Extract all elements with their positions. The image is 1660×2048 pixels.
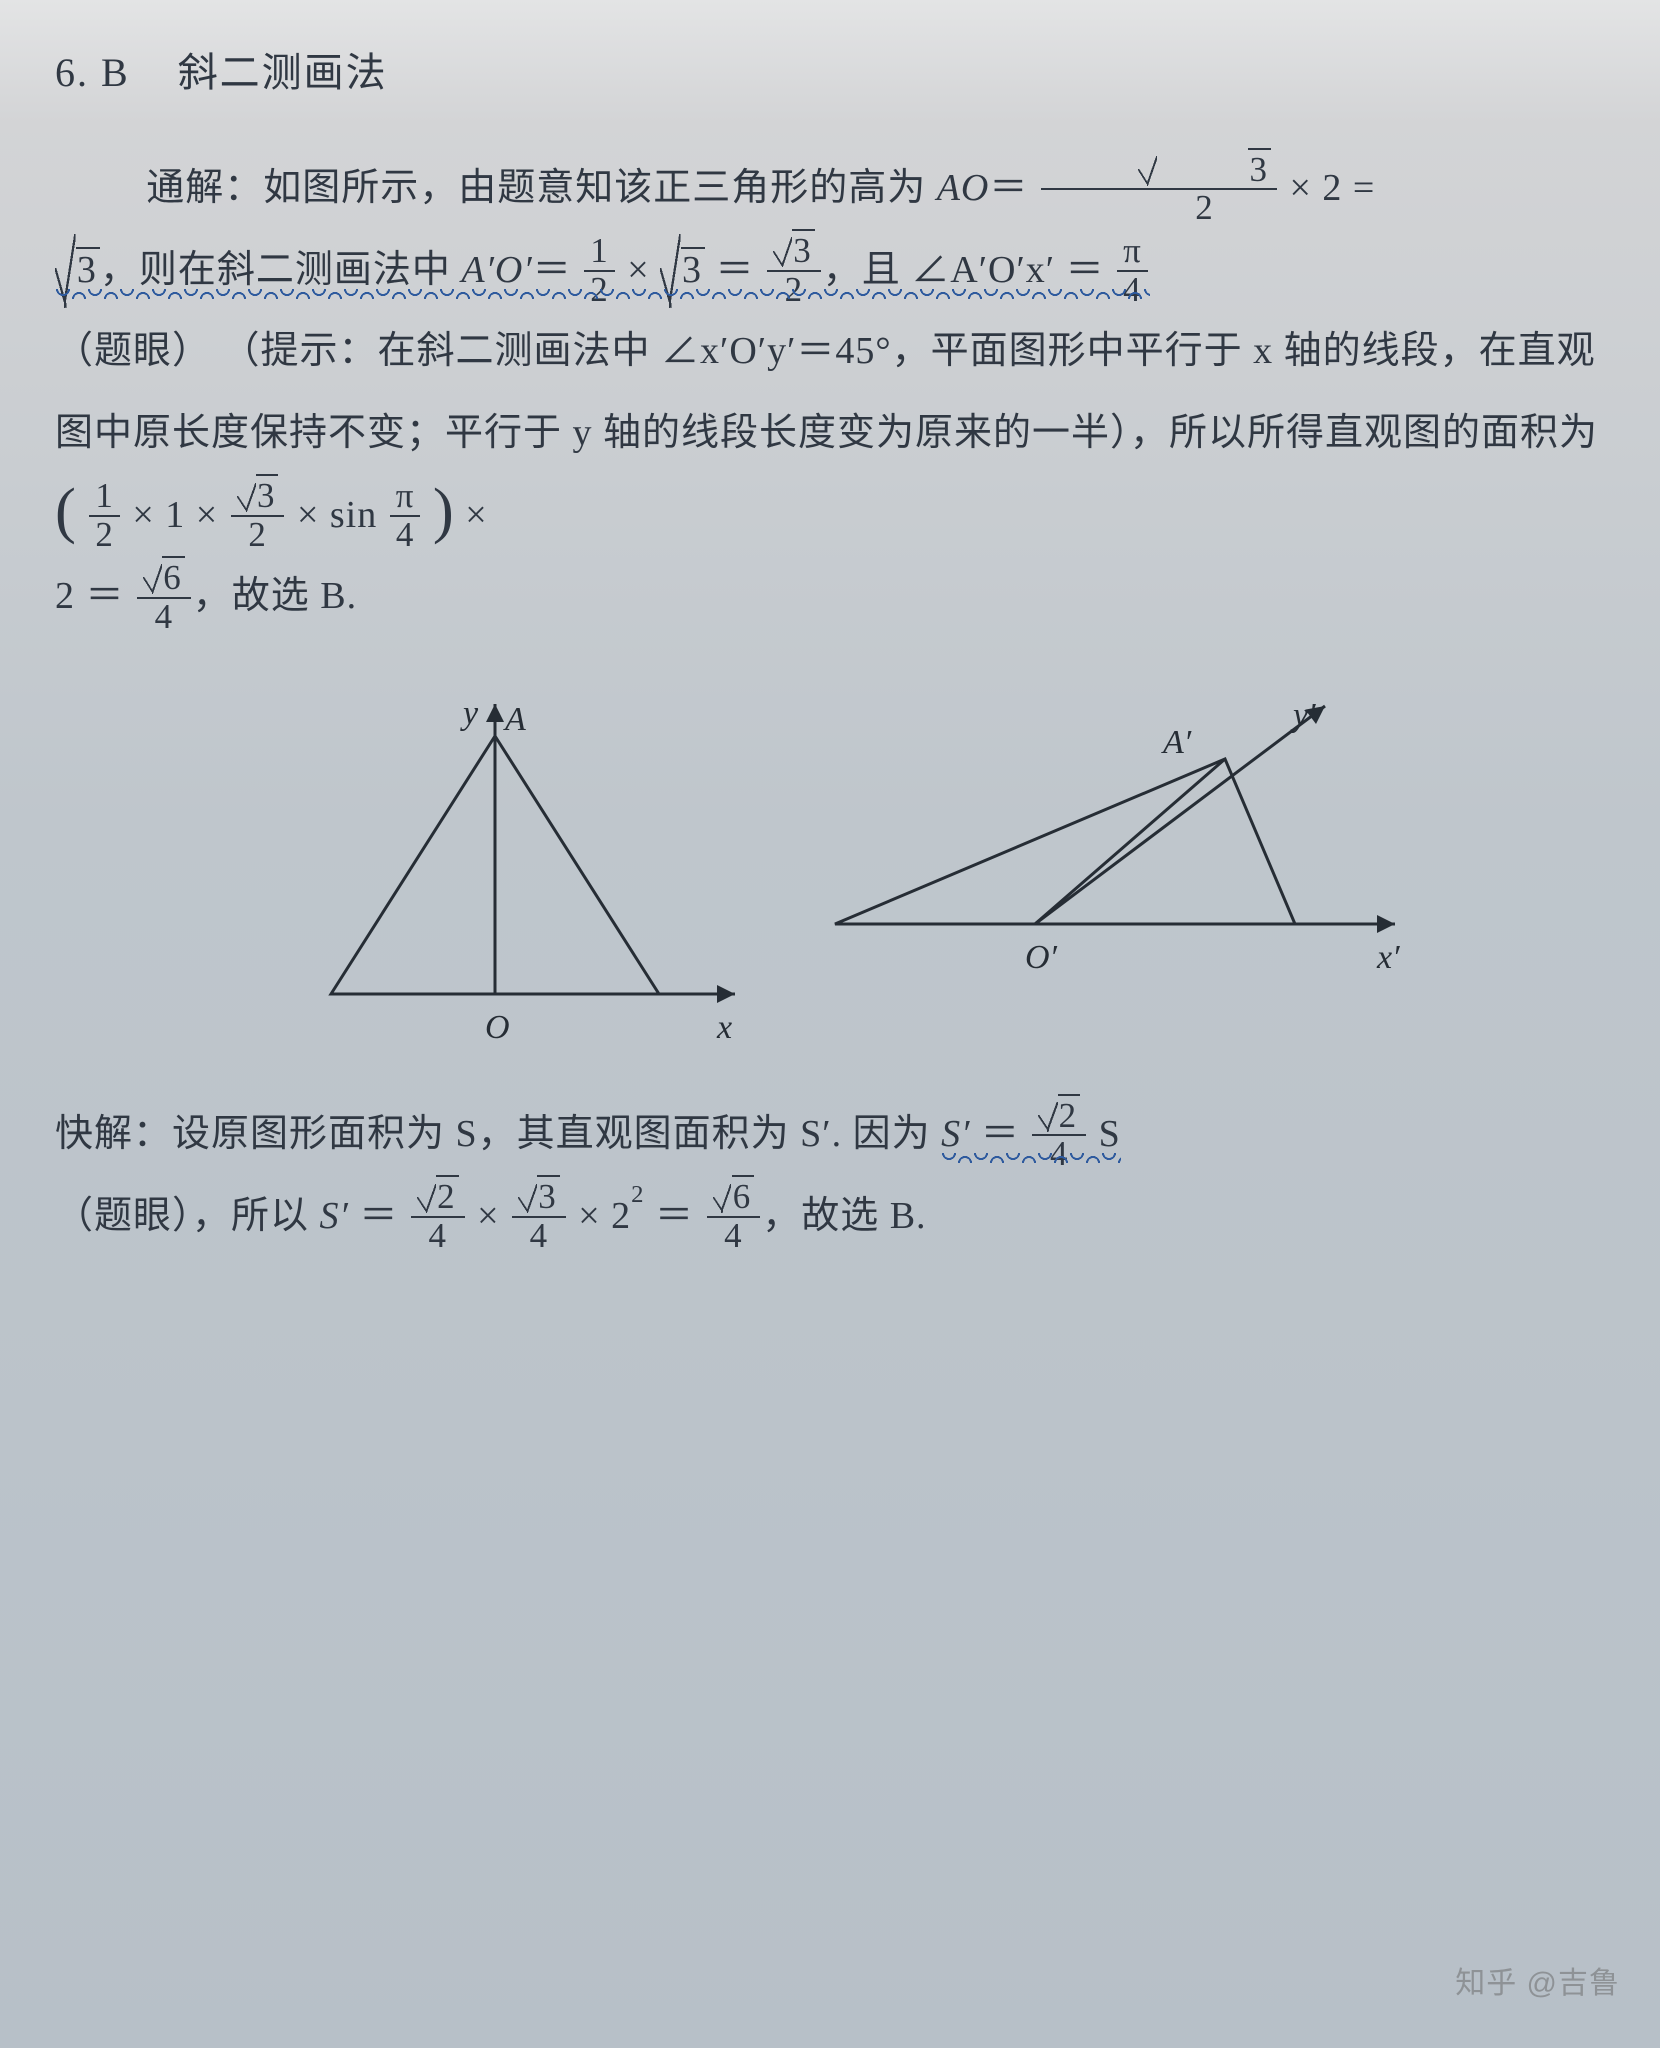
sqrt-icon: 2 (417, 1179, 459, 1216)
fraction: π4 (388, 478, 423, 553)
big-paren-icon: ) (433, 475, 455, 545)
text: × (627, 249, 660, 291)
angle-lhs: ∠A′O′x′ (911, 249, 1055, 291)
problem-title: 斜二测画法 (178, 50, 388, 95)
sqrt-icon: 3 (660, 230, 705, 312)
text: × sin (297, 494, 388, 536)
sqrt-icon: 3 (773, 233, 815, 270)
sqrt-icon: 2 (1038, 1098, 1080, 1135)
tishi-close: ） (1110, 412, 1130, 454)
sqrt-icon: 3 (55, 230, 100, 312)
page: 6. B 斜二测画法 通解：如图所示，由题意知该正三角形的高为 AO＝ 3 2 … (0, 0, 1660, 2048)
kuaijie-line1: 快解：设原图形面积为 S，其直观图面积为 S′. 因为 S′ ＝ 2 4 S (55, 1094, 1605, 1176)
fraction: 12 (582, 233, 616, 308)
tishi-open: （提示： (222, 330, 378, 372)
text: ，且 (823, 249, 912, 291)
text: 设原图形面积为 S，其直观图面积为 S′. 因为 (172, 1113, 941, 1155)
sqrt-icon: 6 (143, 560, 185, 597)
equals: ＝ (1055, 249, 1115, 291)
text: × 2 (578, 1195, 631, 1237)
sqrt-icon: 3 (1138, 152, 1271, 189)
figures-row: yA Ox y′ A′ O′ x′ (55, 664, 1605, 1064)
fraction: 12 (87, 478, 121, 553)
problem-number: 6. B (55, 50, 130, 95)
text: 如图所示，由题意知该正三角形的高为 (263, 167, 937, 209)
fraction: 6 4 (135, 560, 193, 635)
sqrt-icon: 6 (713, 1179, 755, 1216)
wavy-underline: S′ ＝ 2 4 S (941, 1113, 1121, 1155)
var-Sp: S′ (320, 1195, 349, 1237)
svg-text:O: O (485, 1009, 510, 1046)
tongjie-label: 通解： (146, 167, 263, 209)
fraction: π4 (1115, 233, 1150, 308)
superscript: 2 (631, 1181, 644, 1208)
text: × (465, 494, 487, 536)
text: ，所以 (192, 1195, 320, 1237)
text: ，所以所得直观图的面积为 (1130, 412, 1598, 454)
tongjie-line2: 3，则在斜二测画法中 A′O′＝ 12 × 3 ＝ 3 2 ，且 ∠A′O′x′… (55, 230, 1605, 312)
svg-text:y: y (460, 695, 479, 732)
watermark: 知乎 @吉鲁 (1455, 1952, 1620, 2017)
tiyan-label: （题眼） (55, 1195, 192, 1237)
hint-block: （题眼） （提示：在斜二测画法中 ∠x′O′y′＝45°，平面图形中平行于 x … (55, 311, 1605, 556)
equals: ＝ (970, 1113, 1030, 1155)
sqrt-icon: 3 (518, 1179, 560, 1216)
var-ApOp: A′O′ (461, 249, 532, 291)
equals: ＝ (989, 167, 1028, 209)
fraction: 3 4 (510, 1179, 568, 1254)
fraction: 3 2 (765, 233, 823, 308)
text: ，则在斜二测画法中 (100, 249, 462, 291)
svg-text:y′: y′ (1290, 697, 1316, 734)
svg-text:A′: A′ (1161, 724, 1192, 761)
equals: ＝ (533, 249, 572, 291)
sqrt-icon: 3 (237, 478, 279, 515)
svg-text:A: A (503, 701, 526, 738)
text: 2 ＝ (55, 575, 135, 617)
text: ，故选 B. (193, 575, 357, 617)
tongjie-line1: 通解：如图所示，由题意知该正三角形的高为 AO＝ 3 2 × 2 = (55, 148, 1605, 230)
kuaijie-label: 快解： (55, 1113, 172, 1155)
tiyan-label: （题眼） (55, 330, 211, 372)
figure-right: y′ A′ O′ x′ (805, 664, 1425, 984)
wavy-underline: 3，则在斜二测画法中 A′O′＝ 12 × 3 ＝ 3 2 ，且 ∠A′O′x′… (55, 249, 1150, 291)
figure-left: yA Ox (235, 664, 755, 1064)
svg-text:x: x (716, 1009, 732, 1046)
svg-text:x′: x′ (1376, 939, 1400, 976)
var-Sp: S′ (941, 1113, 970, 1155)
fraction: 2 4 (409, 1179, 467, 1254)
kuaijie-line2: （题眼），所以 S′ ＝ 2 4 × 3 4 × 22 ＝ 6 4 ，故选 B. (55, 1176, 1605, 1258)
equals: ＝ (655, 1195, 705, 1237)
text: × 1 × (132, 494, 228, 536)
problem-header: 6. B 斜二测画法 (55, 30, 1605, 116)
fraction: 3 2 (229, 478, 287, 553)
text: × 2 = (1279, 167, 1375, 209)
text: ，故选 B. (762, 1195, 926, 1237)
big-paren-icon: ( (55, 475, 77, 545)
fraction: 6 4 (705, 1179, 763, 1254)
svg-text:O′: O′ (1025, 939, 1058, 976)
tongjie-result: 2 ＝ 6 4 ，故选 B. (55, 556, 1605, 638)
equals: ＝ (716, 249, 766, 291)
fraction: 2 4 (1030, 1098, 1088, 1173)
var-AO: AO (937, 167, 990, 209)
text: × (477, 1195, 510, 1237)
fraction: 3 2 (1039, 152, 1279, 227)
text: S (1088, 1113, 1121, 1155)
equals: ＝ (349, 1195, 409, 1237)
